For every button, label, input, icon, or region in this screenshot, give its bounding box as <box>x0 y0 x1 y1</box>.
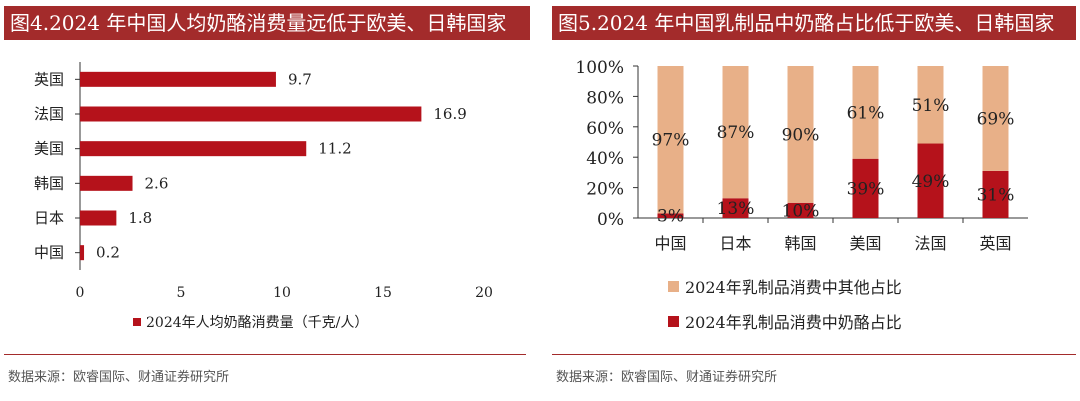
right-y-tick-label: 80% <box>586 88 624 108</box>
right-bar-cheese <box>657 213 684 218</box>
right-bar-other <box>852 66 879 159</box>
left-category-label: 法国 <box>34 105 64 123</box>
left-category-label: 韩国 <box>34 174 64 192</box>
right-other-label: 97% <box>652 131 690 151</box>
right-bar-other <box>787 66 814 203</box>
left-value-label: 2.6 <box>145 174 169 192</box>
left-bar-chart: 0 5 10 15 20 英国 9.7 法国 16.9 美国 11.2 韩国 2.6 日本 1.8 中国 0.2… <box>34 62 493 331</box>
right-legend-swatch-other <box>668 281 679 292</box>
right-bar-cheese <box>722 198 749 218</box>
right-bar-cheese <box>982 170 1009 218</box>
right-stacked-chart: 0% 20% 40% 60% 80% 100% 3% 97% 中国 13% 87% 日本 10% 90% 韩… <box>575 58 1028 332</box>
right-cheese-label: 10% <box>782 201 820 221</box>
left-legend-label: 2024年人均奶酪消费量（千克/人） <box>146 315 368 331</box>
left-category-label: 中国 <box>34 244 64 262</box>
right-cheese-label: 49% <box>912 172 950 192</box>
left-value-label: 11.2 <box>318 140 351 158</box>
left-value-label: 0.2 <box>96 244 120 262</box>
right-category-label: 英国 <box>979 234 1011 253</box>
left-divider <box>4 354 526 355</box>
right-y-tick-label: 0% <box>597 210 624 230</box>
right-other-label: 87% <box>717 123 755 143</box>
right-bar-other <box>657 66 684 214</box>
right-other-label: 51% <box>912 96 950 116</box>
right-y-tick-label: 20% <box>586 180 624 200</box>
right-other-label: 69% <box>977 109 1015 129</box>
left-legend-swatch <box>133 318 141 326</box>
left-source-note: 数据来源：欧睿国际、财通证券研究所 <box>8 370 230 385</box>
left-value-label: 9.7 <box>288 70 312 88</box>
left-x-tick-label: 5 <box>177 285 186 301</box>
left-x-tick-label: 0 <box>76 285 85 301</box>
left-category-label: 英国 <box>34 70 64 88</box>
left-category-label: 日本 <box>34 209 64 227</box>
left-bar <box>80 210 117 226</box>
left-value-label: 1.8 <box>128 209 152 227</box>
left-bar <box>80 71 276 87</box>
right-category-label: 中国 <box>654 234 686 253</box>
left-bar <box>80 245 85 261</box>
right-bar-other <box>982 66 1009 171</box>
right-cheese-label: 31% <box>977 185 1015 205</box>
right-bar-cheese <box>852 158 879 218</box>
right-other-label: 90% <box>782 125 820 145</box>
right-legend-swatch-cheese <box>668 316 679 327</box>
right-bar-cheese <box>917 143 944 218</box>
left-x-tick-label: 15 <box>374 285 392 301</box>
right-legend-label-cheese: 2024年乳制品消费中奶酪占比 <box>685 313 902 332</box>
left-x-tick-label: 20 <box>475 285 493 301</box>
right-legend-label-other: 2024年乳制品消费中其他占比 <box>685 278 902 297</box>
right-y-tick-label: 60% <box>586 119 624 139</box>
right-bar-other <box>722 66 749 199</box>
right-divider <box>552 354 1076 355</box>
left-bar <box>80 175 133 191</box>
left-chart-panel: 图4.2024 年中国人均奶酪消费量远低于欧美、日韩国家 0 5 10 15 20 英国 9… <box>0 0 530 401</box>
right-category-label: 法国 <box>914 234 946 253</box>
left-value-label: 16.9 <box>433 105 466 123</box>
left-category-label: 美国 <box>34 140 64 158</box>
left-bar <box>80 141 307 157</box>
right-chart-title: 图5.2024 年中国乳制品中奶酪占比低于欧美、日韩国家 <box>552 6 1076 40</box>
right-source-note: 数据来源：欧睿国际、财通证券研究所 <box>556 370 778 385</box>
right-category-label: 美国 <box>849 234 881 253</box>
left-chart-title: 图4.2024 年中国人均奶酪消费量远低于欧美、日韩国家 <box>4 6 530 40</box>
right-cheese-label: 3% <box>657 207 684 227</box>
right-bar-cheese <box>787 202 814 218</box>
right-category-label: 韩国 <box>784 234 816 253</box>
right-cheese-label: 13% <box>717 199 755 219</box>
right-cheese-label: 39% <box>847 179 885 199</box>
left-bar <box>80 106 422 122</box>
right-other-label: 61% <box>847 103 885 123</box>
right-y-tick-label: 100% <box>575 58 624 78</box>
right-bar-other <box>917 66 944 144</box>
right-y-tick-label: 40% <box>586 149 624 169</box>
right-category-label: 日本 <box>719 234 751 253</box>
left-x-tick-label: 10 <box>273 285 291 301</box>
right-chart-panel: 图5.2024 年中国乳制品中奶酪占比低于欧美、日韩国家 0% 20% 40% 60%… <box>548 0 1080 401</box>
